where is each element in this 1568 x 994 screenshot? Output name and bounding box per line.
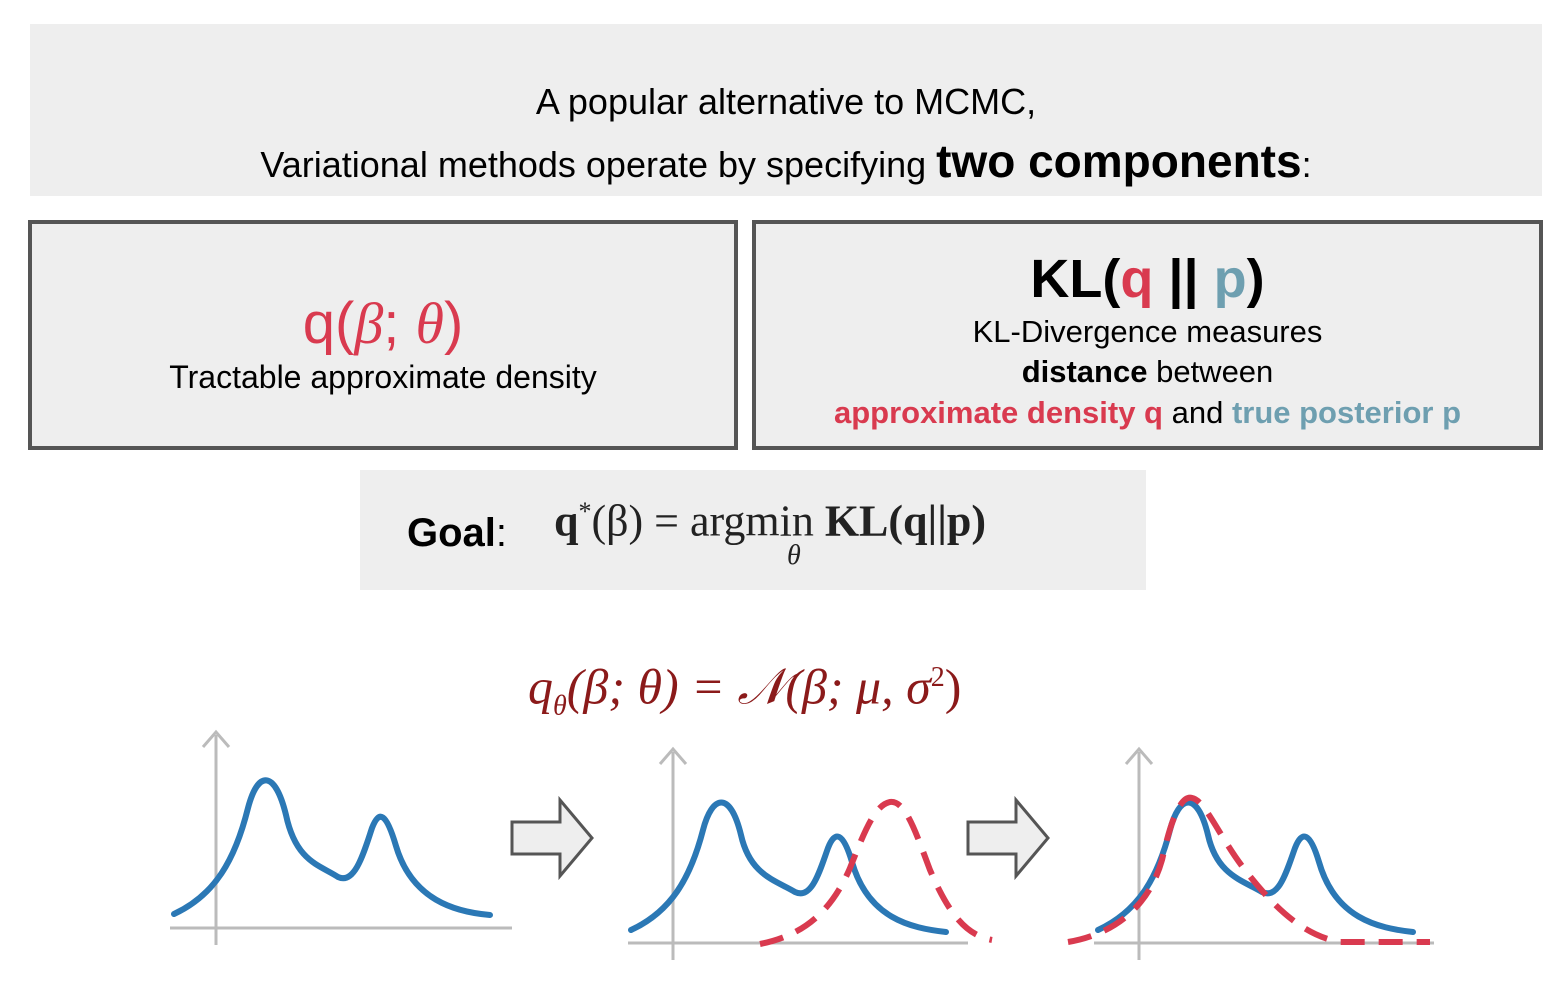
plot-2-true-posterior-curve — [628, 799, 949, 935]
plot-3-true-posterior-curve — [1095, 799, 1416, 935]
q-gaussian-mid: (β; θ) = 𝒩(β; μ, σ — [566, 658, 931, 715]
kl-line-2-rest: between — [1147, 354, 1274, 389]
q-symbol-sep: ; — [383, 291, 416, 356]
kl-title-p: p — [1213, 249, 1247, 309]
approx-density-box: q(β; θ) Tractable approximate density — [28, 220, 738, 450]
header-line-2-bold: two components — [936, 135, 1302, 187]
goal-label-colon: : — [495, 511, 508, 555]
kl-line-3-mid: and — [1162, 395, 1232, 430]
q-symbol-theta: θ — [415, 291, 444, 356]
kl-title-mid: || — [1153, 249, 1214, 309]
kl-title-prefix: KL( — [1030, 249, 1121, 309]
plot-3-approx-density-curve — [1067, 794, 1430, 945]
q-symbol-suffix: ) — [443, 291, 464, 356]
plot-3-y-arrow — [1124, 746, 1154, 765]
kl-line-3-red: approximate density q — [833, 395, 1163, 430]
goal-formula-star: * — [578, 497, 592, 526]
plot-2 — [628, 746, 993, 960]
step-arrow-1 — [510, 795, 594, 881]
kl-line-2: distance between — [756, 353, 1539, 391]
plot-1 — [170, 729, 512, 945]
goal-label: Goal: — [407, 510, 507, 556]
q-gaussian-formula: qθ(β; θ) = 𝒩(β; μ, σ2) — [528, 648, 961, 737]
kl-title-suffix: ) — [1246, 249, 1265, 309]
plot-2-approx-density-curve — [759, 799, 993, 947]
goal-formula-subscript: θ — [787, 540, 801, 571]
header-line-2: Variational methods operate by specifyin… — [30, 137, 1542, 189]
plot-3 — [1067, 746, 1434, 960]
kl-line-1: KL-Divergence measures — [972, 314, 1323, 349]
q-symbol: q(β; θ) — [32, 292, 734, 356]
goal-panel: Goal: q*(β) = argmin KL(q||p) θ — [360, 470, 1146, 590]
kl-line-2-bold: distance — [1021, 354, 1148, 389]
q-symbol-prefix: q( — [302, 291, 355, 356]
header-panel: A popular alternative to MCMC, Variation… — [30, 24, 1542, 196]
q-gaussian-sup: 2 — [930, 662, 945, 693]
kl-line-3: approximate density q and true posterior… — [756, 394, 1539, 432]
q-symbol-beta: β — [354, 291, 384, 356]
q-gaussian-sub: θ — [553, 690, 567, 722]
goal-label-text: Goal — [407, 511, 496, 555]
goal-formula-q: q — [554, 496, 579, 546]
step-arrow-2 — [966, 795, 1050, 881]
q-gaussian-end: ) — [944, 658, 962, 715]
goal-formula-mid: (β) = argmin — [591, 496, 825, 546]
plot-2-y-arrow — [658, 746, 688, 765]
q-description: Tractable approximate density — [169, 359, 597, 395]
goal-formula-kl: KL(q||p) — [824, 496, 987, 546]
kl-title: KL(q || p) — [756, 248, 1539, 310]
header-line-2-suffix: : — [1301, 144, 1312, 185]
header-line-1: A popular alternative to MCMC, — [535, 81, 1037, 122]
plot-1-y-arrow — [201, 729, 231, 748]
header-line-2-prefix: Variational methods operate by specifyin… — [260, 144, 937, 185]
kl-line-3-blue: true posterior p — [1231, 395, 1462, 430]
kl-title-q: q — [1120, 249, 1154, 309]
goal-formula: q*(β) = argmin KL(q||p) — [554, 486, 986, 548]
q-gaussian-q: q — [528, 658, 553, 715]
kl-divergence-box: KL(q || p) KL-Divergence measures distan… — [752, 220, 1543, 450]
plot-1-true-posterior-curve — [171, 777, 493, 918]
